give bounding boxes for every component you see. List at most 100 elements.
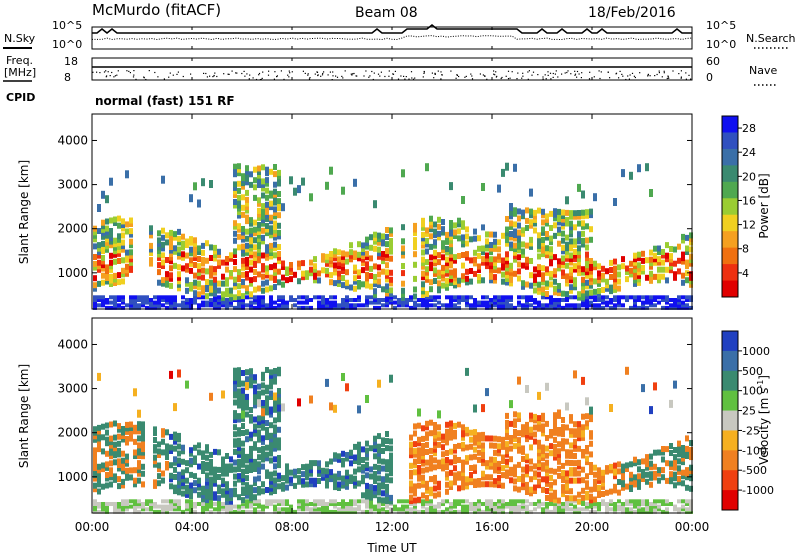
range-gate-cell xyxy=(469,454,473,461)
nave-point xyxy=(554,73,556,75)
range-gate-cell xyxy=(161,227,165,234)
scatter-cell xyxy=(689,298,693,302)
nave-point xyxy=(268,70,270,72)
range-gate-cell xyxy=(261,178,265,185)
range-gate-cell xyxy=(245,264,249,270)
range-gate-cell xyxy=(677,475,681,482)
range-gate-cell xyxy=(561,441,565,448)
scatter-cell xyxy=(509,298,513,302)
range-gate-cell xyxy=(301,260,305,267)
nave-point xyxy=(528,70,530,72)
y-tick-label: 3000 xyxy=(57,178,88,192)
scatter-cell xyxy=(321,504,325,509)
range-gate-cell xyxy=(237,194,241,201)
range-gate-cell xyxy=(417,458,421,464)
range-gate-cell xyxy=(489,481,493,488)
scatter-cell xyxy=(601,295,605,300)
range-gate-cell xyxy=(685,449,689,456)
range-gate-cell xyxy=(581,290,585,297)
range-gate-cell xyxy=(413,441,417,448)
scatter-cell xyxy=(493,300,497,305)
range-gate-cell xyxy=(185,266,189,273)
range-gate-cell xyxy=(241,271,245,278)
range-gate-cell xyxy=(221,488,225,495)
range-gate-cell xyxy=(425,441,429,448)
nave-point xyxy=(117,70,119,72)
range-gate-cell xyxy=(445,256,449,263)
range-gate-cell xyxy=(613,269,617,276)
range-gate-cell xyxy=(501,443,505,450)
range-gate-cell xyxy=(273,252,277,259)
scatter-cell xyxy=(353,303,357,308)
scatter-cell xyxy=(445,507,449,512)
range-gate-cell xyxy=(365,490,369,496)
range-gate-cell xyxy=(461,273,465,280)
range-gate-cell xyxy=(141,435,145,442)
range-gate-cell xyxy=(305,470,309,477)
range-gate-cell xyxy=(497,246,501,253)
scatter-cell xyxy=(569,295,573,300)
range-gate-cell xyxy=(597,291,601,298)
scatter-cell xyxy=(517,509,521,514)
scatter-cell xyxy=(353,298,357,302)
nave-point xyxy=(574,70,576,72)
range-gate-cell xyxy=(465,476,469,483)
range-gate-cell xyxy=(125,457,129,464)
scatter-cell xyxy=(617,507,621,512)
range-gate-cell xyxy=(137,442,141,449)
range-gate-cell xyxy=(133,467,137,474)
scatter-cell xyxy=(313,507,317,512)
scatter-cell xyxy=(521,303,525,308)
scatter-cell xyxy=(133,507,137,512)
range-gate-cell xyxy=(333,255,337,262)
range-gate-cell xyxy=(577,463,581,470)
nave-point xyxy=(329,71,331,73)
range-gate-cell xyxy=(385,234,389,240)
scatter-cell xyxy=(673,303,677,308)
scatter-cell xyxy=(569,303,573,308)
scatter-cell xyxy=(385,300,389,305)
range-gate-cell xyxy=(517,476,521,482)
range-gate-cell xyxy=(477,456,481,463)
range-gate-cell xyxy=(549,429,553,435)
nave-point xyxy=(507,78,510,80)
range-gate-cell xyxy=(525,225,529,231)
scatter-cell xyxy=(641,499,645,504)
noise-search-trace xyxy=(92,35,693,41)
scatter-cell xyxy=(393,507,397,512)
scatter-cell xyxy=(281,507,285,512)
nave-point xyxy=(332,71,334,73)
nave-point xyxy=(494,74,496,76)
range-gate-cell xyxy=(421,224,425,231)
range-gate-cell xyxy=(669,253,673,260)
range-gate-cell xyxy=(281,274,285,281)
range-gate-cell xyxy=(573,263,577,270)
range-gate-cell xyxy=(257,399,261,408)
range-gate-cell xyxy=(197,263,201,270)
colorbar-tick-label: -500 xyxy=(742,464,767,477)
range-gate-cell xyxy=(433,474,437,481)
scatter-cell xyxy=(113,509,117,514)
nave-point xyxy=(323,71,325,73)
range-gate-cell xyxy=(569,442,573,449)
scatter-cell xyxy=(349,298,353,302)
scatter-cell xyxy=(313,509,317,514)
range-gate-cell xyxy=(321,474,325,481)
range-gate-cell xyxy=(293,187,297,196)
range-gate-cell xyxy=(273,171,277,178)
range-gate-cell xyxy=(309,467,313,474)
range-gate-cell xyxy=(189,489,193,496)
scatter-cell xyxy=(401,507,405,512)
range-gate-cell xyxy=(285,467,289,473)
range-gate-cell xyxy=(193,487,197,494)
scatter-cell xyxy=(465,509,469,514)
nave-point xyxy=(629,74,631,76)
scatter-cell xyxy=(513,507,517,512)
range-gate-cell xyxy=(553,232,557,239)
range-gate-cell xyxy=(545,473,549,480)
range-gate-cell xyxy=(505,237,509,244)
scatter-cell xyxy=(509,303,513,308)
range-gate-cell xyxy=(205,293,209,300)
range-gate-cell xyxy=(637,272,641,279)
range-gate-cell xyxy=(433,432,437,439)
